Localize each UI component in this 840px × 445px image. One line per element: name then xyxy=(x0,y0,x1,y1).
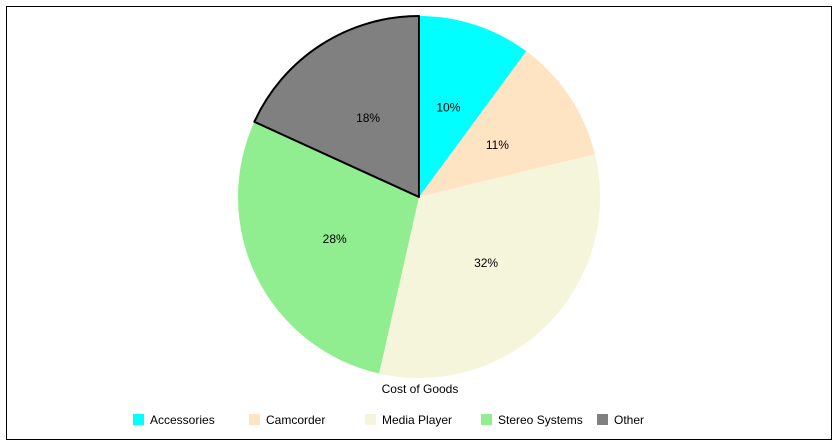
legend: Accessories Camcorder Media Player Stereo S… xyxy=(0,412,840,430)
slice-label-other: 18% xyxy=(356,111,380,125)
legend-label: Media Player xyxy=(382,413,453,427)
legend-swatch xyxy=(365,414,376,425)
legend-item-media-player: Media Player xyxy=(365,412,452,428)
slice-label-accessories: 10% xyxy=(436,101,460,115)
legend-label: Camcorder xyxy=(266,413,326,427)
legend-label: Stereo Systems xyxy=(498,413,583,427)
pie-slice-media-player xyxy=(379,154,601,378)
legend-item-other: Other xyxy=(597,412,644,428)
chart-title: Cost of Goods xyxy=(381,382,459,396)
legend-item-camcorder: Camcorder xyxy=(249,412,325,428)
legend-item-accessories: Accessories xyxy=(133,412,215,428)
legend-label: Other xyxy=(614,413,645,427)
slice-label-media-player: 32% xyxy=(474,256,498,270)
slice-label-stereo-systems: 28% xyxy=(323,232,347,246)
slice-label-camcorder: 11% xyxy=(486,138,509,152)
legend-swatch xyxy=(597,414,608,425)
pie-slice-stereo-systems xyxy=(238,121,419,374)
pie-slice-accessories xyxy=(419,16,527,197)
legend-swatch xyxy=(249,414,260,425)
legend-item-stereo-systems: Stereo Systems xyxy=(481,412,583,428)
pie-slice-camcorder xyxy=(419,51,595,197)
pie-slice-other xyxy=(253,15,420,198)
legend-label: Accessories xyxy=(150,413,215,427)
legend-swatch xyxy=(481,414,492,425)
legend-swatch xyxy=(133,414,144,425)
